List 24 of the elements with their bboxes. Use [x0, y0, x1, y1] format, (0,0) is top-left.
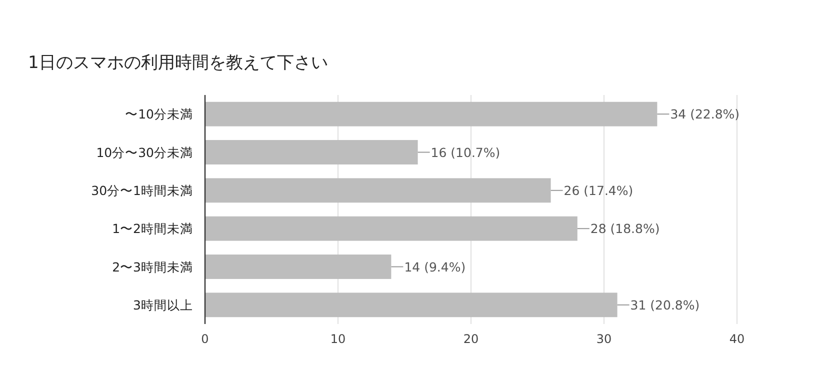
y-tick-label: 2〜3時間未満 — [112, 259, 193, 274]
y-tick-label: 〜10分未満 — [125, 106, 193, 122]
y-tick-label: 3時間以上 — [133, 297, 193, 312]
data-label: 31 (20.8%) — [630, 297, 700, 312]
bar — [205, 292, 618, 318]
x-tick-label: 10 — [330, 332, 346, 346]
data-label: 28 (18.8%) — [590, 221, 660, 236]
data-label: 14 (9.4%) — [404, 259, 466, 274]
data-label: 26 (17.4%) — [564, 182, 634, 198]
y-tick-label: 30分〜1時間未満 — [91, 182, 193, 198]
x-tick-label: 30 — [596, 332, 612, 346]
y-tick-label: 1〜2時間未満 — [112, 221, 193, 236]
data-label: 16 (10.7%) — [430, 144, 500, 160]
x-tick-label: 20 — [463, 332, 479, 346]
bar — [205, 140, 418, 164]
bar — [205, 178, 551, 203]
y-tick-label: 10分〜30分未満 — [96, 144, 193, 160]
data-label: 34 (22.8%) — [670, 106, 740, 122]
x-tick-label: 40 — [729, 332, 745, 346]
bar — [205, 102, 658, 126]
x-tick-label: 0 — [201, 332, 209, 346]
chart-title: 1日のスマホの利用時間を教えて下さい — [28, 53, 328, 73]
bar — [205, 216, 578, 241]
bar — [205, 254, 392, 279]
